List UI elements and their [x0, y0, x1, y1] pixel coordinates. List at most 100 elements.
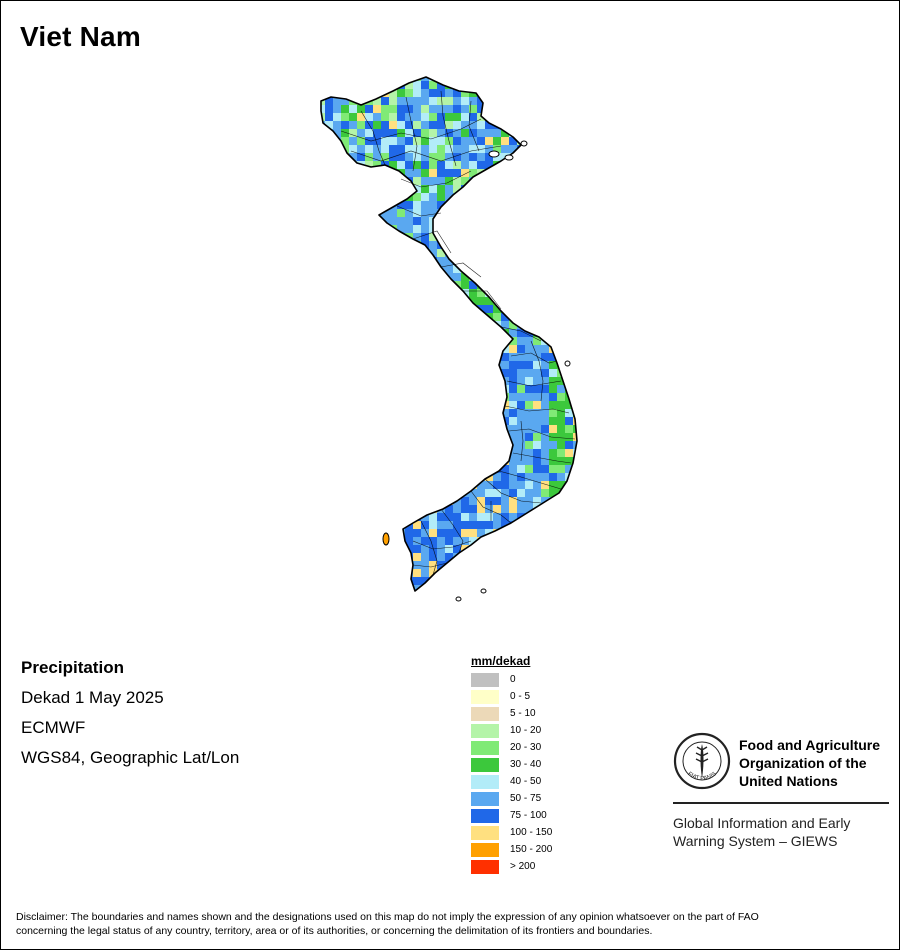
grid-cell — [509, 77, 517, 81]
province-line — [498, 470, 562, 490]
grid-cell — [501, 313, 509, 321]
grid-cell — [413, 497, 421, 505]
grid-cell — [437, 225, 445, 233]
grid-cell — [421, 345, 429, 353]
grid-cell — [453, 369, 461, 377]
grid-cell — [429, 241, 437, 249]
grid-cell — [581, 161, 589, 169]
grid-cell — [525, 273, 533, 281]
legend-swatch — [471, 792, 499, 806]
grid-cell — [477, 417, 485, 425]
grid-cell — [437, 297, 445, 305]
grid-cell — [549, 473, 557, 481]
grid-cell — [517, 129, 525, 137]
grid-cell — [421, 409, 429, 417]
grid-cell — [501, 337, 509, 345]
grid-cell — [405, 129, 413, 137]
grid-cell — [429, 409, 437, 417]
grid-cell — [357, 385, 365, 393]
grid-cell — [321, 513, 325, 521]
grid-cell — [349, 209, 357, 217]
grid-cell — [565, 329, 573, 337]
grid-cell — [373, 77, 381, 81]
grid-cell — [381, 257, 389, 265]
grid-cell — [461, 77, 469, 81]
grid-cell — [541, 313, 549, 321]
grid-cell — [321, 129, 325, 137]
grid-cell — [461, 249, 469, 257]
grid-cell — [373, 449, 381, 457]
grid-cell — [477, 137, 485, 145]
grid-cell — [557, 305, 565, 313]
grid-cell — [469, 569, 477, 577]
grid-cell — [549, 561, 557, 569]
grid-cell — [389, 113, 397, 121]
grid-cell — [405, 305, 413, 313]
grid-cell — [429, 393, 437, 401]
grid-cell — [357, 193, 365, 201]
grid-cell — [573, 337, 577, 345]
grid-cell — [485, 145, 493, 153]
grid-cell — [325, 185, 333, 193]
grid-cell — [405, 433, 413, 441]
grid-cell — [413, 481, 421, 489]
grid-cell — [581, 409, 589, 417]
grid-cell — [321, 77, 325, 81]
grid-cell — [349, 497, 357, 505]
grid-cell — [565, 217, 573, 225]
svg-text:FIAT PANIS: FIAT PANIS — [686, 771, 717, 782]
grid-cell — [349, 297, 357, 305]
grid-cell — [453, 425, 461, 433]
grid-cell — [549, 193, 557, 201]
grid-cell — [333, 473, 341, 481]
grid-cell — [477, 353, 485, 361]
grid-cell — [493, 145, 501, 153]
grid-cell — [525, 81, 533, 89]
grid-cell — [485, 225, 493, 233]
grid-cell — [533, 289, 541, 297]
grid-cell — [453, 313, 461, 321]
grid-cell — [445, 153, 453, 161]
grid-cell — [517, 273, 525, 281]
grid-cell — [349, 585, 357, 591]
grid-cell — [373, 121, 381, 129]
grid-cell — [517, 297, 525, 305]
grid-cell — [341, 585, 349, 591]
grid-cell — [557, 137, 565, 145]
grid-cell — [429, 457, 437, 465]
grid-cell — [389, 329, 397, 337]
grid-cell — [333, 225, 341, 233]
grid-cell — [549, 577, 557, 585]
grid-cell — [541, 529, 549, 537]
grid-cell — [485, 401, 493, 409]
province-boundaries — [340, 90, 576, 576]
grid-cell — [373, 473, 381, 481]
grid-cell — [581, 209, 589, 217]
grid-cell — [349, 377, 357, 385]
grid-cell — [365, 401, 373, 409]
grid-cell — [573, 313, 577, 321]
grid-cell — [549, 89, 557, 97]
grid-cell — [541, 593, 549, 601]
grid-cell — [381, 569, 389, 577]
grid-cell — [557, 121, 565, 129]
grid-cell — [453, 441, 461, 449]
grid-cell — [557, 161, 565, 169]
grid-cell — [325, 281, 333, 289]
grid-cell — [325, 505, 333, 513]
grid-cell — [533, 377, 541, 385]
grid-cell — [549, 137, 557, 145]
grid-cell — [469, 385, 477, 393]
grid-cell — [493, 129, 501, 137]
grid-cell — [413, 89, 421, 97]
grid-cell — [397, 353, 405, 361]
grid-cell — [493, 449, 501, 457]
grid-cell — [461, 529, 469, 537]
grid-cell — [493, 249, 501, 257]
grid-cell — [405, 361, 413, 369]
grid-cell — [549, 409, 557, 417]
grid-cell — [437, 465, 445, 473]
grid-cell — [581, 585, 589, 593]
grid-cell — [573, 553, 577, 561]
grid-cell — [573, 169, 577, 177]
